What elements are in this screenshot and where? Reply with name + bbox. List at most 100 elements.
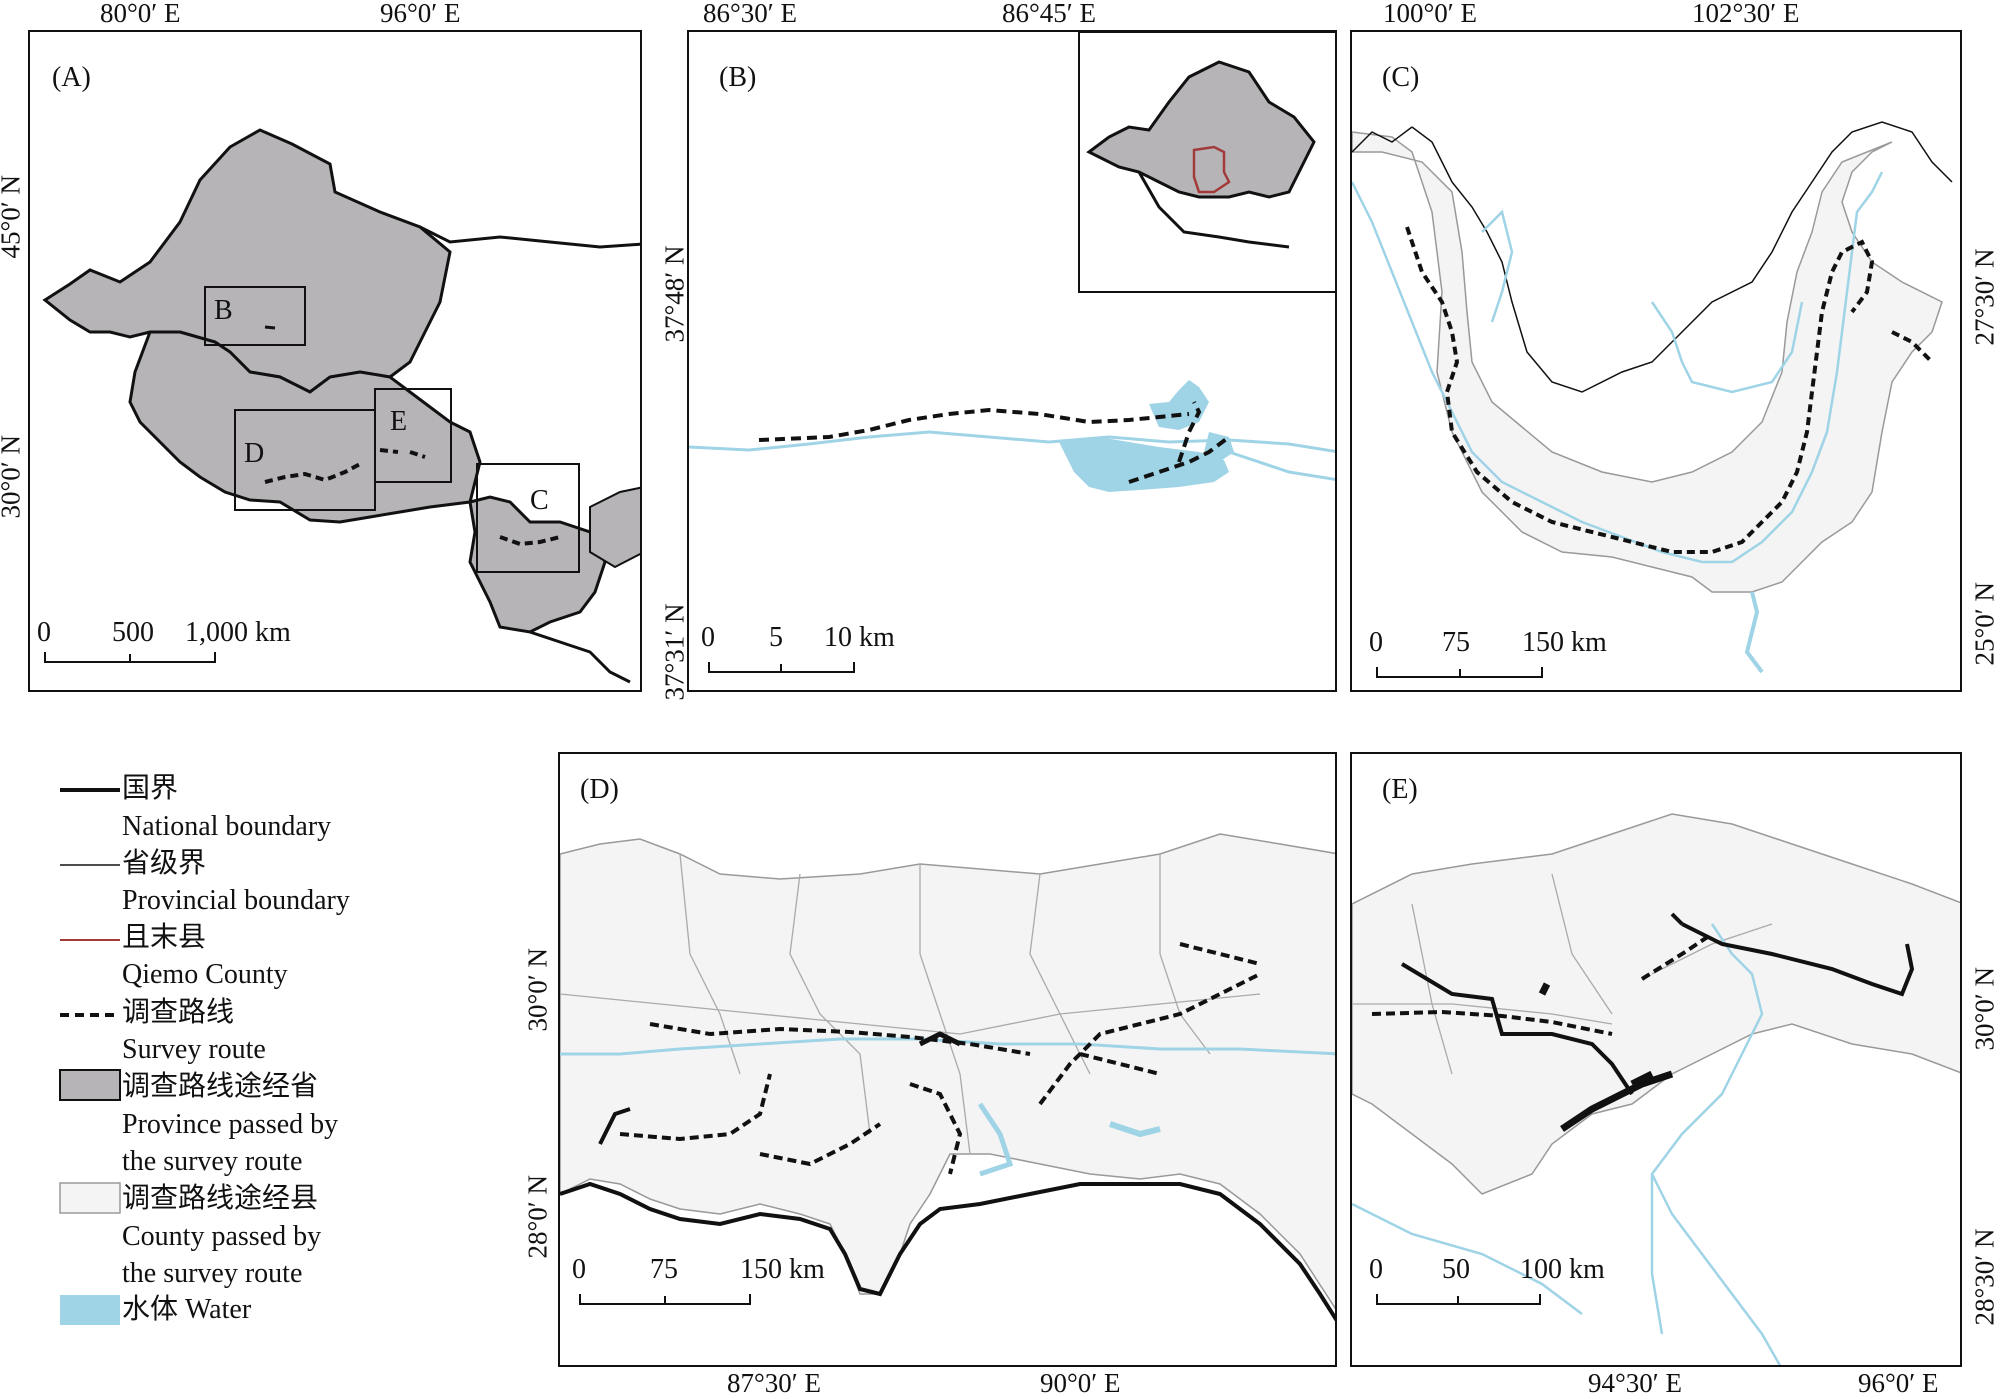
legend-province-fill-en-2: the survey route bbox=[122, 1146, 303, 1177]
inset-label-d: D bbox=[244, 438, 265, 469]
river-c-2 bbox=[1481, 209, 1514, 323]
legend-provincial-en: Provincial boundary bbox=[122, 885, 350, 916]
panel-a-map-graphic bbox=[42, 128, 640, 684]
scale-label-b-2: 10 km bbox=[824, 622, 895, 653]
tick-d-bottom-2: 90°0′ E bbox=[1040, 1368, 1121, 1398]
panel-b-map-graphic bbox=[689, 32, 1335, 673]
tick-c-right-1: 27°30′ N bbox=[1969, 248, 2000, 346]
tick-c-top-2: 102°30′ E bbox=[1692, 0, 1800, 28]
panel-c-yunnan-map: (C) 0 75 150 km bbox=[1350, 30, 1962, 692]
legend-county-fill-zh: 调查路线途经县 bbox=[122, 1183, 319, 1214]
scale-label-b-1: 5 bbox=[769, 622, 783, 653]
scale-label-c-2: 150 km bbox=[1522, 627, 1607, 658]
national-boundary-d bbox=[560, 1181, 1335, 1322]
tick-a-left-2: 30°0′ N bbox=[0, 435, 26, 519]
legend-county-fill-en-1: County passed by bbox=[122, 1221, 322, 1252]
tick-b-left-1: 37°48′ N bbox=[659, 245, 690, 343]
inset-box-c bbox=[476, 463, 580, 573]
scale-label-c-1: 75 bbox=[1442, 627, 1470, 658]
scale-label-a-1: 500 bbox=[112, 617, 154, 648]
legend-qiemo-en: Qiemo County bbox=[122, 959, 288, 990]
river-c-1 bbox=[1352, 171, 1884, 564]
scale-label-d-1: 75 bbox=[650, 1254, 678, 1285]
scale-label-b-0: 0 bbox=[701, 622, 715, 653]
legend-national-zh: 国界 bbox=[122, 773, 179, 804]
tick-b-top-1: 86°30′ E bbox=[703, 0, 797, 28]
inset-label-c: C bbox=[530, 485, 549, 516]
tick-e-bottom-1: 94°30′ E bbox=[1588, 1368, 1682, 1398]
river-e-main bbox=[1650, 923, 1782, 1365]
panel-b-label: (B) bbox=[719, 62, 757, 93]
legend-symbols bbox=[59, 788, 121, 1325]
panel-e-label: (E) bbox=[1382, 774, 1418, 805]
scale-bar-d bbox=[579, 1294, 751, 1305]
legend-province-fill-zh: 调查路线途经省 bbox=[122, 1071, 319, 1102]
tick-a-top-2: 96°0′ E bbox=[380, 0, 461, 28]
scale-bar-a bbox=[44, 652, 216, 663]
tick-a-left-1: 45°0′ N bbox=[0, 175, 26, 259]
panel-a-overview-map: (A) B D E C 0 500 1,000 km bbox=[28, 30, 642, 692]
scale-label-e-2: 100 km bbox=[1520, 1254, 1605, 1285]
legend-national-en: National boundary bbox=[122, 811, 332, 842]
legend-provincial-zh: 省级界 bbox=[122, 848, 207, 879]
scale-bar-e bbox=[1376, 1294, 1541, 1305]
scale-label-a-2: 1,000 km bbox=[185, 617, 291, 648]
legend-symbol-county-fill bbox=[59, 1182, 121, 1214]
lake-b-small bbox=[1149, 380, 1209, 430]
tick-b-top-2: 86°45′ E bbox=[1002, 0, 1096, 28]
qiemo-outline bbox=[1192, 145, 1231, 194]
scale-label-d-0: 0 bbox=[572, 1254, 586, 1285]
legend-province-fill-en-1: Province passed by bbox=[122, 1109, 339, 1140]
xinjiang-province bbox=[42, 128, 452, 394]
survey-route-b bbox=[758, 401, 1231, 484]
inset-label-e: E bbox=[390, 406, 408, 437]
panel-d-tibet-south-map: (D) 0 75 150 km bbox=[558, 752, 1337, 1367]
legend-survey-zh: 调查路线 bbox=[122, 997, 235, 1028]
panel-d-label: (D) bbox=[580, 774, 619, 805]
tick-c-right-2: 25°0′ N bbox=[1969, 582, 2000, 666]
tick-c-top-1: 100°0′ E bbox=[1383, 0, 1477, 28]
survey-route-d bbox=[619, 942, 1261, 1175]
panel-b-qiemo-map: (B) 0 5 10 km bbox=[687, 30, 1337, 692]
scale-bar-b bbox=[708, 662, 855, 673]
legend-water: 水体 Water bbox=[122, 1294, 252, 1325]
survey-route-e-heavy bbox=[1538, 982, 1674, 1132]
tick-d-left-1: 30°0′ N bbox=[522, 948, 553, 1032]
tick-e-right-2: 28°30′ N bbox=[1969, 1228, 2000, 1326]
river-b bbox=[689, 430, 1335, 453]
county-area-c bbox=[1352, 131, 1943, 593]
inset-box-b bbox=[204, 286, 306, 346]
lake-b-large bbox=[1059, 437, 1229, 492]
tick-a-top-1: 80°0′ E bbox=[100, 0, 181, 28]
legend-symbol-water-fill bbox=[60, 1295, 120, 1325]
panel-a-label: (A) bbox=[52, 62, 91, 93]
scale-label-e-1: 50 bbox=[1442, 1254, 1470, 1285]
county-area-d bbox=[560, 833, 1335, 1310]
legend-symbol-province-fill bbox=[59, 1069, 121, 1101]
tick-b-left-2: 37°31′ N bbox=[659, 603, 690, 701]
scale-label-d-2: 150 km bbox=[740, 1254, 825, 1285]
scale-bar-c bbox=[1376, 667, 1543, 678]
panel-c-map-graphic bbox=[1352, 121, 1953, 678]
river-c-3 bbox=[1650, 301, 1804, 394]
scale-label-c-0: 0 bbox=[1369, 627, 1383, 658]
legend-qiemo-zh: 且末县 bbox=[122, 922, 207, 953]
tick-d-left-2: 28°0′ N bbox=[522, 1175, 553, 1259]
survey-route-e bbox=[1371, 932, 1714, 1036]
yunnan-province bbox=[468, 495, 607, 634]
panel-c-label: (C) bbox=[1382, 62, 1420, 93]
legend-survey-en: Survey route bbox=[122, 1034, 266, 1065]
panel-e-map-graphic bbox=[1352, 813, 1960, 1365]
panel-d-map-graphic bbox=[560, 833, 1335, 1322]
legend-county-fill-en-2: the survey route bbox=[122, 1258, 303, 1289]
county-area-e bbox=[1352, 813, 1960, 1195]
panel-e-tibet-east-map: (E) 0 50 100 km bbox=[1350, 752, 1962, 1367]
tick-d-bottom-1: 87°30′ E bbox=[727, 1368, 821, 1398]
sichuan-province bbox=[589, 486, 640, 569]
tick-e-bottom-2: 96°0′ E bbox=[1858, 1368, 1939, 1398]
scale-label-e-0: 0 bbox=[1369, 1254, 1383, 1285]
survey-route-c bbox=[1405, 226, 1934, 554]
inset-label-b: B bbox=[214, 295, 233, 326]
tick-e-right-1: 30°0′ N bbox=[1969, 967, 2000, 1051]
scale-label-a-0: 0 bbox=[37, 617, 51, 648]
